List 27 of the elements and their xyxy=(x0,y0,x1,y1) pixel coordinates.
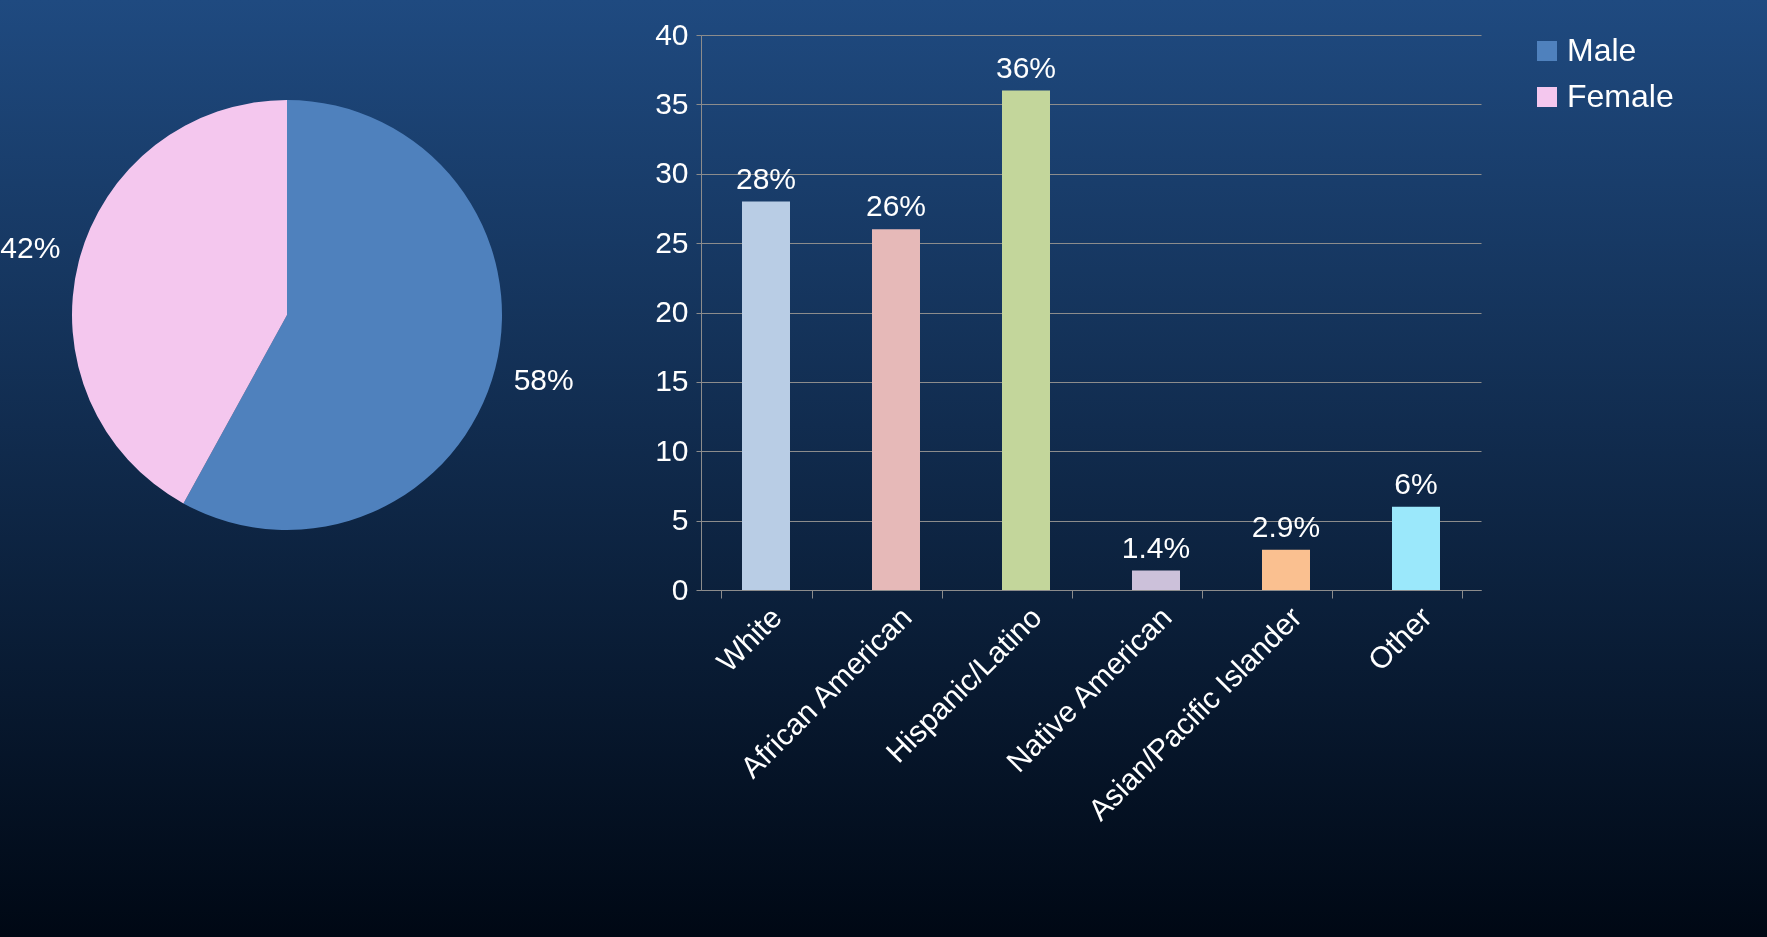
legend-label: Female xyxy=(1567,78,1674,114)
bar xyxy=(742,201,790,590)
bar xyxy=(872,229,920,590)
bar xyxy=(1002,90,1050,590)
data-label: 28% xyxy=(735,161,797,195)
data-label: 26% xyxy=(865,189,927,223)
y-tick-label: 30 xyxy=(655,156,689,190)
data-label: 58% xyxy=(513,362,574,396)
bar xyxy=(1262,549,1310,590)
y-tick-label: 5 xyxy=(671,503,689,537)
data-label: 6% xyxy=(1394,466,1438,500)
y-tick-label: 35 xyxy=(655,86,689,120)
data-label: 36% xyxy=(995,50,1057,84)
data-label: 42% xyxy=(0,231,61,265)
y-tick-label: 20 xyxy=(655,295,689,328)
y-tick-label: 0 xyxy=(671,572,689,606)
bar xyxy=(1392,506,1440,590)
bar xyxy=(1132,570,1180,590)
y-tick-label: 10 xyxy=(655,433,689,467)
y-tick-label: 40 xyxy=(655,17,689,51)
pie-slice xyxy=(183,100,502,530)
pie-slice xyxy=(72,100,287,504)
y-tick-label: 15 xyxy=(655,364,689,398)
data-label: 1.4% xyxy=(1121,530,1191,564)
data-label: 2.9% xyxy=(1251,509,1321,543)
y-tick-label: 25 xyxy=(655,225,689,259)
legend-label: Male xyxy=(1567,32,1637,68)
